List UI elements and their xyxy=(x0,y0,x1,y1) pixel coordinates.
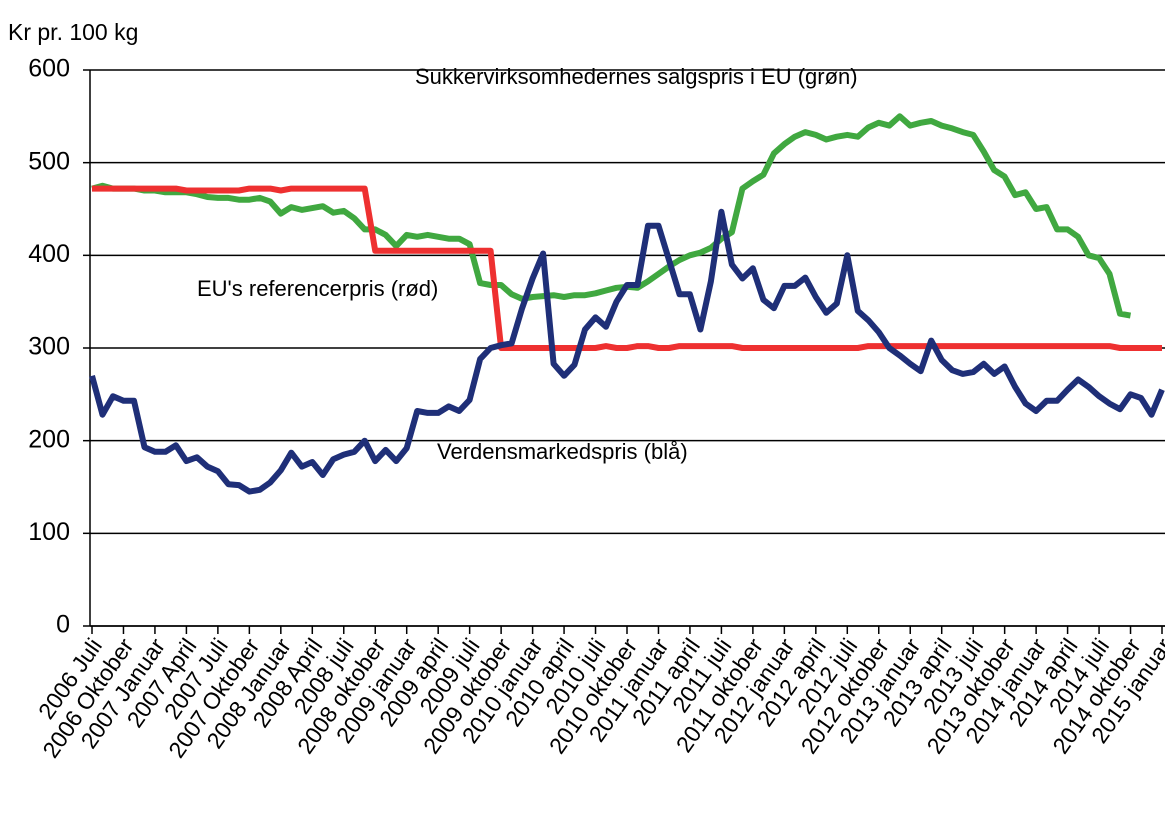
annotation: EU's referencerpris (rød) xyxy=(197,276,438,301)
y-tick-label: 500 xyxy=(28,147,70,175)
y-tick-label: 200 xyxy=(28,425,70,453)
y-tick-label: 400 xyxy=(28,240,70,268)
y-tick-label: 0 xyxy=(56,611,70,639)
series-line xyxy=(91,113,1132,319)
y-tick-label: 600 xyxy=(28,55,70,83)
series-line xyxy=(89,208,1165,495)
y-tick-label: 100 xyxy=(28,518,70,546)
series-line xyxy=(92,185,1162,351)
y-axis-label: Kr pr. 100 kg xyxy=(8,19,138,45)
y-tick-label: 300 xyxy=(28,333,70,361)
annotation: Verdensmarkedspris (blå) xyxy=(437,439,688,464)
annotation: Sukkervirksomhedernes salgspris i EU (gr… xyxy=(415,64,858,89)
